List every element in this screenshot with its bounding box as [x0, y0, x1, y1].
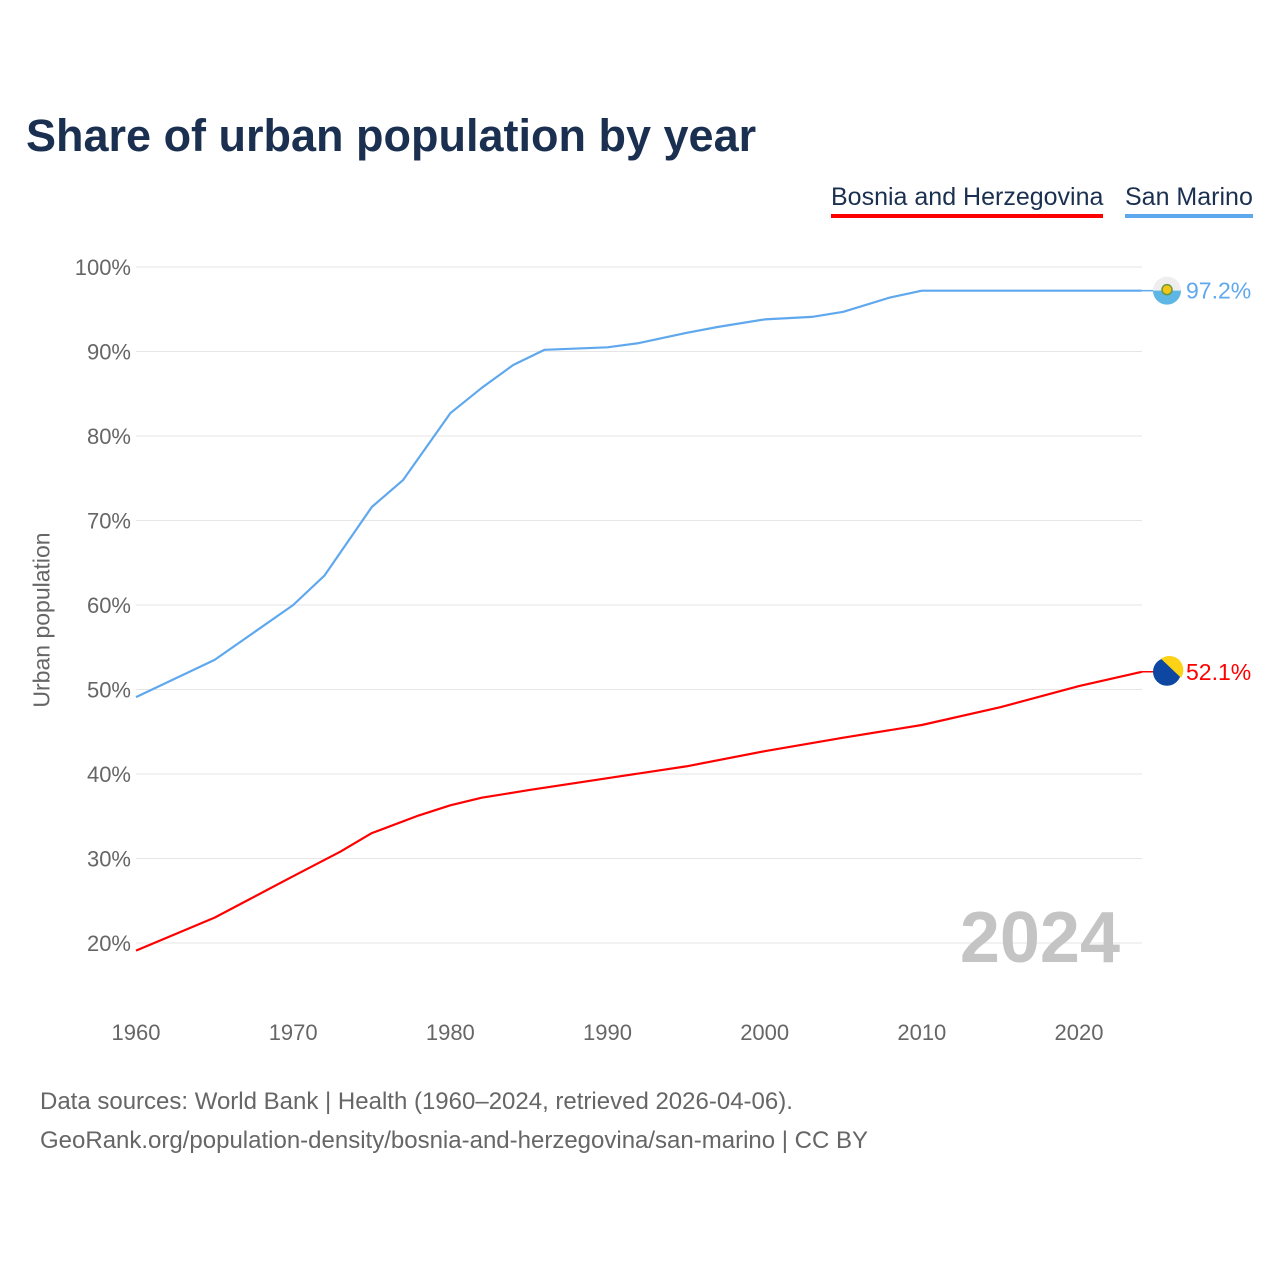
x-tick-label: 1990	[583, 1020, 632, 1045]
series-line-0	[135, 670, 1143, 952]
y-tick-label: 40%	[87, 762, 131, 787]
footer-link[interactable]: GeoRank.org/population-density/bosnia-an…	[40, 1127, 869, 1154]
x-tick-label: 2020	[1055, 1020, 1104, 1045]
y-tick-label: 30%	[87, 847, 131, 872]
y-tick-label: 20%	[87, 931, 131, 956]
end-value-label: 52.1%	[1186, 659, 1251, 685]
x-tick-label: 2010	[897, 1020, 946, 1045]
x-tick-label: 1970	[269, 1020, 318, 1045]
year-watermark: 2024	[960, 898, 1120, 978]
flag-triangle	[1161, 655, 1184, 678]
chart-title: Share of urban population by year	[26, 110, 757, 161]
series-line-1	[135, 289, 1142, 699]
flag-san-marino-lower	[1153, 290, 1181, 305]
flag-emblem	[1161, 283, 1173, 296]
y-tick-label: 60%	[87, 593, 131, 618]
y-tick-label: 70%	[87, 509, 131, 534]
footer-source: Data sources: World Bank | Health (1960–…	[40, 1088, 793, 1115]
x-tick-label: 2000	[740, 1020, 789, 1045]
y-tick-label: 90%	[87, 340, 131, 365]
legend-bosnia[interactable]: Bosnia and Herzegovina	[831, 183, 1104, 218]
x-tick-label: 1960	[112, 1020, 161, 1045]
y-tick-label: 80%	[87, 424, 131, 449]
legend-san-marino[interactable]: San Marino	[1125, 183, 1253, 218]
y-tick-label: 50%	[87, 678, 131, 703]
x-tick-label: 1980	[426, 1020, 475, 1045]
y-tick-label: 100%	[75, 255, 131, 280]
end-value-label: 97.2%	[1186, 278, 1251, 304]
